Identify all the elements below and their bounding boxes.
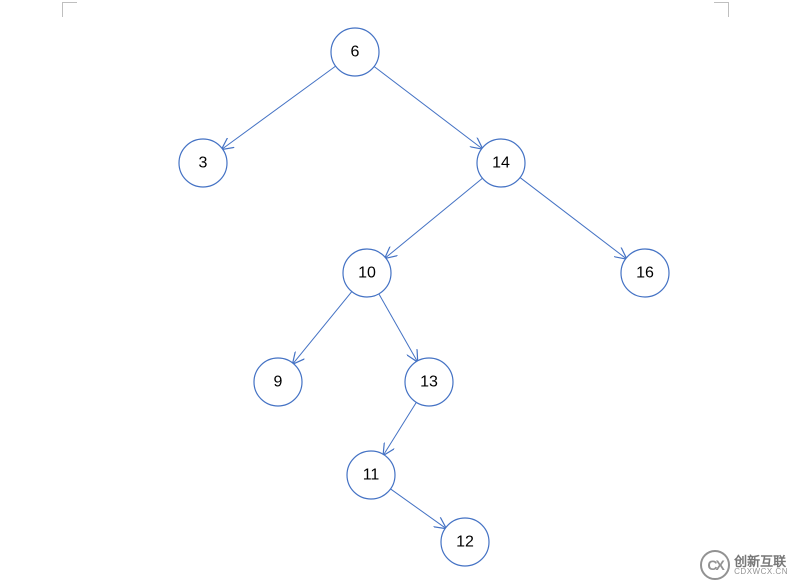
tree-node-label: 9 [274,374,283,391]
watermark-logo-icon: CX [700,550,730,580]
tree-node-label: 14 [492,155,510,172]
tree-node: 10 [343,249,391,297]
tree-node-label: 12 [456,534,474,551]
tree-edge [379,294,417,361]
tree-node: 13 [405,358,453,406]
tree-node: 14 [477,139,525,187]
watermark-en: CDXWCX.CN [734,568,788,576]
tree-node-label: 10 [358,265,376,282]
watermark-text: 创新互联 CDXWCX.CN [734,555,788,576]
tree-node: 11 [347,451,395,499]
tree-node: 12 [441,518,489,566]
tree-node-label: 3 [199,155,208,172]
tree-edge [374,67,482,149]
watermark-cn: 创新互联 [734,555,788,568]
tree-node: 16 [621,249,669,297]
tree-node: 9 [254,358,302,406]
watermark: CX 创新互联 CDXWCX.CN [700,550,788,580]
diagram-canvas: 6 3 14 10 16 9 13 11 12 CX 创新互联 CDXWCX.CN [0,0,791,583]
tree-edge [386,178,483,258]
tree-node-label: 6 [351,44,360,61]
tree-edge [293,292,352,364]
tree-node-label: 16 [636,265,654,282]
tree-node: 6 [331,28,379,76]
tree-node: 3 [179,139,227,187]
tree-edge [520,178,626,259]
tree-edge [384,402,417,454]
tree-node-label: 13 [420,374,438,391]
tree-edge [222,66,335,149]
tree-diagram: 6 3 14 10 16 9 13 11 12 [0,0,791,583]
tree-node-label: 11 [363,467,380,484]
tree-edge [391,489,446,528]
